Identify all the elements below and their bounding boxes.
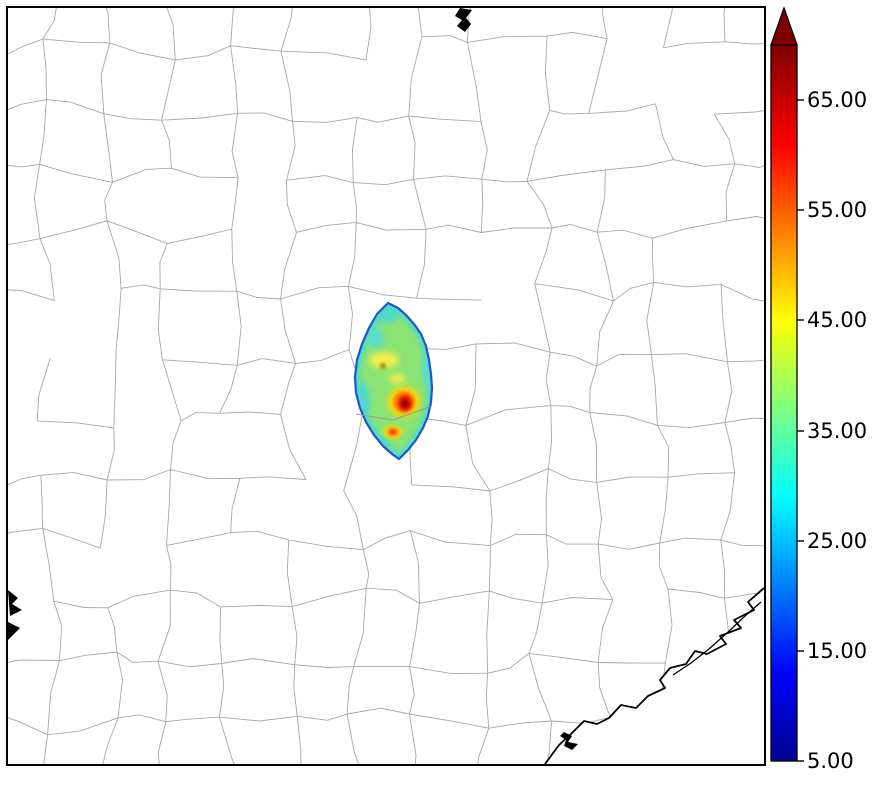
county-map bbox=[8, 8, 764, 764]
coastline bbox=[544, 587, 764, 764]
colorbar-tick-label: 65.00 bbox=[807, 88, 867, 112]
bay-inlet bbox=[560, 732, 578, 750]
colorbar-over-arrow bbox=[770, 6, 798, 46]
county-line-through-region bbox=[355, 405, 433, 421]
colorbar-tick-label: 5.00 bbox=[807, 749, 854, 773]
data-region-outline bbox=[353, 301, 434, 461]
barrier-island bbox=[672, 601, 762, 676]
data-region bbox=[355, 303, 432, 459]
colorbar-gradient-bar bbox=[770, 44, 798, 762]
colorbar: 65.00 55.00 45.00 35.00 25.00 15.00 5.00 bbox=[770, 6, 867, 773]
cool-patch bbox=[368, 327, 384, 349]
hotspot-core bbox=[401, 400, 409, 408]
gulf-coast bbox=[544, 587, 764, 764]
hotspot2-core bbox=[390, 430, 396, 434]
county-boundary-lines bbox=[8, 8, 764, 764]
colorbar-tick-label: 45.00 bbox=[807, 308, 867, 332]
colorbar-tick-marks bbox=[797, 99, 804, 762]
colorbar-tick-label: 15.00 bbox=[807, 639, 867, 663]
colorbar-tick-label: 25.00 bbox=[807, 529, 867, 553]
water-features bbox=[8, 8, 472, 640]
left-edge-water bbox=[8, 590, 22, 640]
map-panel bbox=[6, 6, 766, 766]
warm-patch bbox=[369, 352, 399, 368]
county-boundaries bbox=[8, 8, 764, 764]
warm-patch bbox=[389, 374, 405, 384]
colorbar-tick-label: 35.00 bbox=[807, 419, 867, 443]
colorbar-tick-labels: 65.00 55.00 45.00 35.00 25.00 15.00 5.00 bbox=[807, 88, 867, 773]
olive-spot bbox=[380, 363, 386, 369]
colorbar-tick-label: 55.00 bbox=[807, 198, 867, 222]
top-edge-lake bbox=[455, 8, 472, 32]
sea-area bbox=[545, 588, 764, 764]
